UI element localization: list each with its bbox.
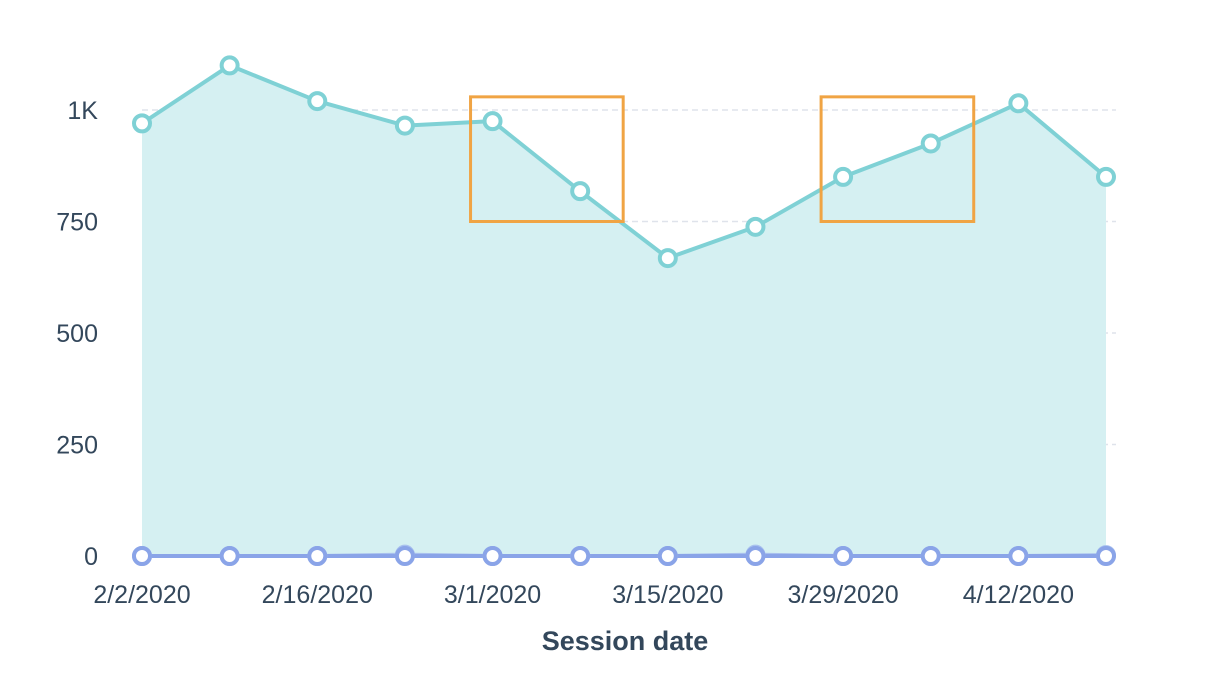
y-axis-ticks: 0 250 500 750 1K bbox=[56, 97, 98, 571]
data-point[interactable] bbox=[745, 546, 766, 566]
data-point[interactable] bbox=[394, 115, 415, 136]
highlight-boxes bbox=[469, 95, 976, 223]
data-point[interactable] bbox=[920, 133, 941, 154]
y-tick-label: 1K bbox=[67, 97, 98, 125]
y-tick-label: 500 bbox=[56, 320, 98, 348]
data-point[interactable] bbox=[132, 546, 152, 566]
x-tick-label: 3/29/2020 bbox=[787, 581, 898, 609]
data-point[interactable] bbox=[219, 55, 240, 76]
data-point[interactable] bbox=[657, 546, 678, 566]
x-tick-label: 2/2/2020 bbox=[93, 581, 190, 609]
series-lines bbox=[140, 63, 1108, 558]
data-point[interactable] bbox=[833, 546, 854, 566]
data-point[interactable] bbox=[657, 248, 678, 269]
x-tick-label: 3/1/2020 bbox=[444, 581, 541, 609]
data-point[interactable] bbox=[1096, 166, 1116, 187]
data-point[interactable] bbox=[394, 546, 415, 566]
data-point[interactable] bbox=[570, 546, 591, 566]
data-point[interactable] bbox=[1096, 546, 1116, 566]
x-tick-label: 2/16/2020 bbox=[262, 581, 373, 609]
data-point[interactable] bbox=[307, 546, 328, 566]
series-line-1 bbox=[140, 63, 1108, 261]
data-point[interactable] bbox=[920, 546, 941, 566]
data-point[interactable] bbox=[307, 91, 328, 112]
data-point[interactable] bbox=[833, 166, 854, 187]
highlight-box-2 bbox=[819, 95, 976, 223]
data-point[interactable] bbox=[219, 546, 240, 566]
y-tick-label: 0 bbox=[84, 543, 98, 571]
data-point[interactable] bbox=[482, 546, 503, 566]
data-point[interactable] bbox=[482, 111, 503, 132]
y-tick-label: 750 bbox=[56, 209, 98, 237]
x-axis-ticks: 2/2/2020 2/16/2020 3/1/2020 3/15/2020 3/29/2… bbox=[93, 581, 1074, 609]
area-fills bbox=[142, 65, 1106, 557]
x-tick-label: 3/15/2020 bbox=[612, 581, 723, 609]
data-point[interactable] bbox=[570, 181, 591, 202]
data-point[interactable] bbox=[1008, 546, 1029, 566]
x-tick-label: 4/12/2020 bbox=[963, 581, 1074, 609]
data-point[interactable] bbox=[132, 113, 152, 134]
series-area-1 bbox=[142, 65, 1106, 557]
series-points bbox=[132, 55, 1116, 566]
highlight-box-1 bbox=[469, 95, 625, 223]
data-point[interactable] bbox=[1008, 93, 1029, 114]
y-tick-label: 250 bbox=[56, 432, 98, 460]
data-point[interactable] bbox=[745, 216, 766, 237]
x-axis-title: Session date bbox=[542, 626, 709, 656]
